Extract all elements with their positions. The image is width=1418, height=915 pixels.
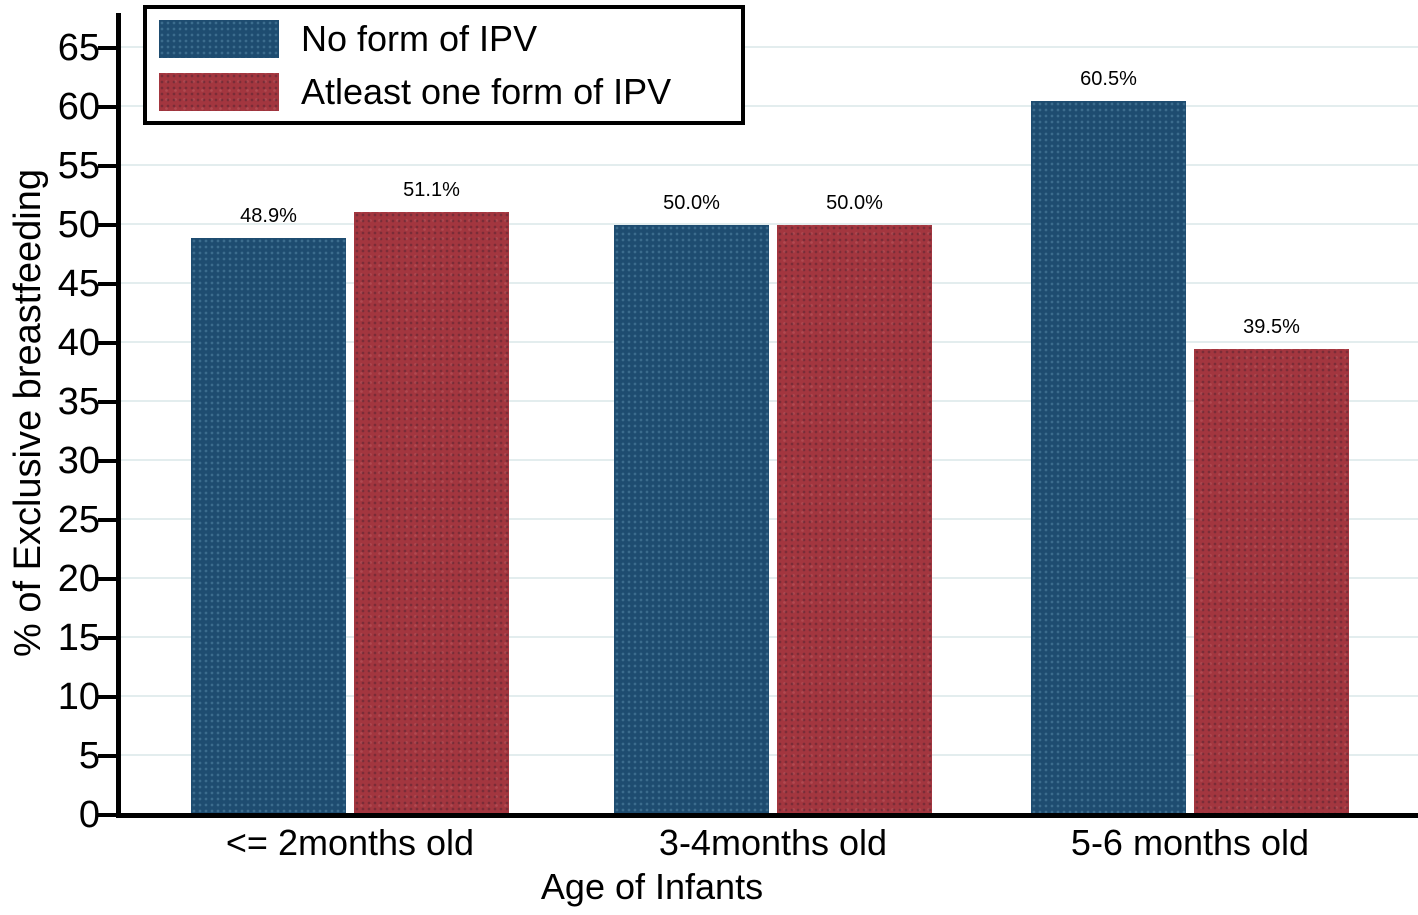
legend: No form of IPV Atleast one form of IPV — [143, 5, 745, 125]
x-axis-title: Age of Infants — [540, 866, 764, 907]
gridline-15 — [120, 636, 1418, 639]
bar-value-label: 60.5% — [1080, 68, 1137, 91]
bar-value-label: 51.1% — [403, 179, 460, 202]
y-tick-0 — [98, 813, 117, 817]
y-tick-label-55: 55 — [57, 145, 100, 188]
y-tick-55 — [98, 164, 117, 169]
y-tick-50 — [98, 223, 117, 228]
y-tick-60 — [98, 105, 117, 110]
gridline-40 — [120, 341, 1418, 344]
legend-entry-no-ipv: No form of IPV — [159, 20, 729, 58]
y-tick-45 — [98, 282, 117, 287]
gridline-35 — [120, 400, 1418, 403]
bar-value-label: 48.9% — [240, 205, 297, 228]
y-tick-label-0: 0 — [78, 794, 100, 836]
gridline-20 — [120, 577, 1418, 580]
bar-value-label: 50.0% — [826, 192, 883, 215]
y-tick-65 — [98, 46, 117, 51]
legend-label: No form of IPV — [301, 18, 538, 59]
y-tick-label-25: 25 — [57, 499, 100, 542]
gridline-30 — [120, 459, 1418, 462]
y-tick-label-10: 10 — [57, 676, 100, 719]
bar-no-ipv-group2 — [614, 225, 769, 815]
gridline-5 — [120, 754, 1418, 757]
x-category-label-3: 5-6 months old — [1070, 822, 1310, 863]
gridline-65 — [120, 46, 1418, 49]
bar-atleast-one-ipv-group3 — [1194, 349, 1349, 815]
gridline-25 — [120, 518, 1418, 521]
y-tick-30 — [98, 459, 117, 464]
x-category-label-2: 3-4months old — [658, 822, 888, 863]
legend-swatch-red — [159, 73, 279, 111]
gridline-50 — [120, 223, 1418, 226]
y-tick-label-35: 35 — [57, 381, 100, 424]
x-category-label-1: <= 2months old — [225, 822, 475, 863]
y-tick-20 — [98, 577, 117, 582]
y-tick-40 — [98, 341, 117, 346]
legend-entry-atleast-one-ipv: Atleast one form of IPV — [159, 73, 729, 111]
y-tick-label-65: 65 — [57, 27, 100, 70]
y-tick-10 — [98, 695, 117, 700]
legend-swatch-blue — [159, 20, 279, 58]
y-tick-label-15: 15 — [57, 617, 100, 660]
bar-value-label: 39.5% — [1243, 316, 1300, 339]
bar-value-label: 50.0% — [663, 192, 720, 215]
gridline-55 — [120, 164, 1418, 167]
bar-no-ipv-group1 — [191, 238, 346, 815]
y-tick-35 — [98, 400, 117, 405]
plot-area: 48.9% 51.1% 50.0% 50.0% 60.5% 39.5% — [98, 13, 1418, 818]
legend-label: Atleast one form of IPV — [301, 71, 672, 112]
y-tick-label-45: 45 — [57, 263, 100, 306]
bar-atleast-one-ipv-group2 — [777, 225, 932, 815]
bar-atleast-one-ipv-group1 — [354, 212, 509, 815]
y-tick-label-5: 5 — [78, 735, 100, 778]
gridline-10 — [120, 695, 1418, 698]
x-axis-line — [116, 813, 1418, 818]
bar-no-ipv-group3 — [1031, 101, 1186, 815]
gridline-45 — [120, 282, 1418, 285]
y-axis-line — [116, 13, 121, 818]
y-tick-15 — [98, 636, 117, 641]
y-tick-label-20: 20 — [57, 558, 100, 601]
y-tick-25 — [98, 518, 117, 523]
y-tick-label-60: 60 — [57, 86, 100, 129]
gridline-60 — [120, 105, 1418, 108]
y-tick-label-30: 30 — [57, 440, 100, 483]
y-tick-5 — [98, 754, 117, 759]
y-tick-label-50: 50 — [57, 204, 100, 247]
y-tick-label-40: 40 — [57, 322, 100, 365]
